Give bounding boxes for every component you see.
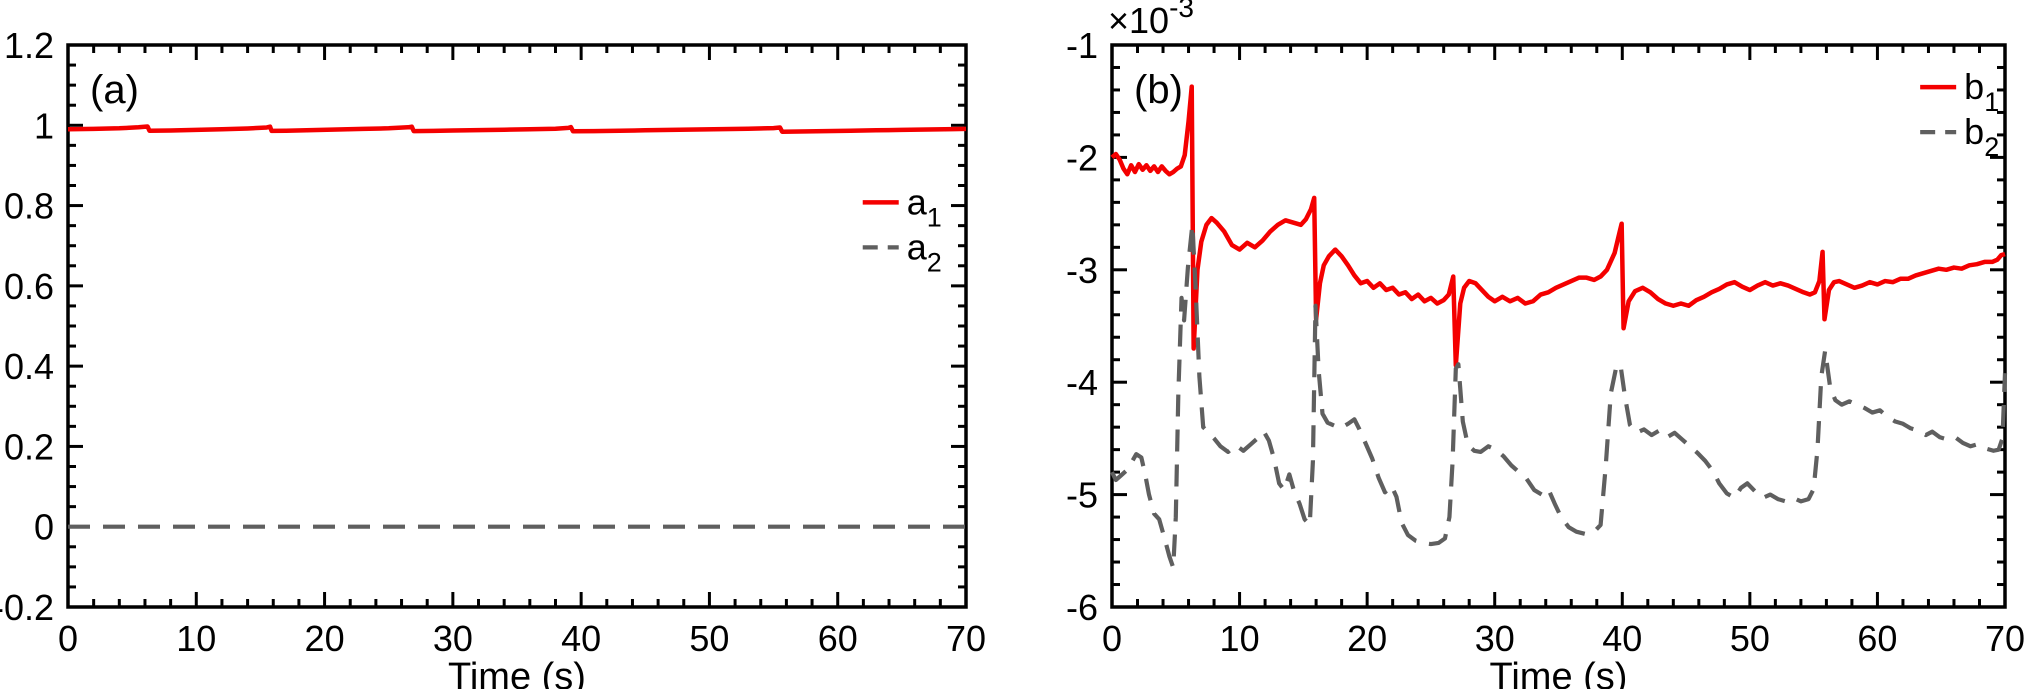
x-tick-label: 0 [1102,618,1122,659]
x-tick-label: 20 [305,618,345,659]
legend-entry-b2: b2 [1920,111,1999,162]
x-tick-label: 0 [58,618,78,659]
series-b2-line [1110,222,2008,570]
y-scale-multiplier: ×10-3 [1108,0,1194,41]
y-tick-label: -4 [1066,362,1098,403]
legend-label-b1: b1 [1964,66,1999,117]
y-tick-label: 0.6 [4,266,54,307]
legend-entry-a2: a2 [862,226,942,277]
y-tick-label: 1 [34,105,54,146]
x-tick-label: 10 [1220,618,1260,659]
x-tick-label: 70 [1985,618,2025,659]
y-tick-label: 0 [34,507,54,548]
x-tick-label: 30 [433,618,473,659]
y-tick-label: -2 [1066,137,1098,178]
legend-label-a2: a2 [907,226,942,277]
legend-label-a1: a1 [907,181,942,232]
x-axis-label-b: Time (s) [1490,656,1628,689]
y-tick-label: -1 [1066,25,1098,66]
x-tick-label: 60 [1857,618,1897,659]
series-a1-line [67,124,967,134]
plot-box-b [1110,43,2007,609]
y-tick-label: -5 [1066,475,1098,516]
x-tick-label: 20 [1347,618,1387,659]
legend-label-b2: b2 [1964,111,1999,162]
x-tick-label: 40 [561,618,601,659]
panel-label-b: (b) [1134,68,1183,112]
x-tick-label: 70 [946,618,986,659]
panel-a: 010203040506070-0.200.20.40.60.811.2Time… [0,25,986,689]
y-tick-label: -0.2 [0,587,54,628]
y-tick-label: 0.4 [4,346,54,387]
axis-ticks-a [66,43,968,609]
x-tick-label: 50 [689,618,729,659]
y-tick-label: 0.8 [4,186,54,227]
x-axis-label-a: Time (s) [448,656,586,689]
x-tick-label: 10 [176,618,216,659]
x-tick-label: 40 [1602,618,1642,659]
panel-b: 0 10 20 30 40 50 60 70 -6 -5 -4 -3 -2 -1 Time (s) (b) ×1… [1066,0,2025,689]
y-tick-label: -3 [1066,250,1098,291]
series-b1-line [1110,84,2006,368]
legend-entry-b1: b1 [1920,66,1999,117]
x-tick-label: 30 [1475,618,1515,659]
legend-entry-a1: a1 [862,181,942,232]
x-tick-label: 60 [818,618,858,659]
panel-label-a: (a) [90,68,139,112]
x-tick-label: 50 [1730,618,1770,659]
y-tick-label: 0.2 [4,426,54,467]
y-tick-label: 1.2 [4,25,54,66]
y-tick-label: -6 [1066,587,1098,628]
axis-ticks-b [1110,43,2007,609]
